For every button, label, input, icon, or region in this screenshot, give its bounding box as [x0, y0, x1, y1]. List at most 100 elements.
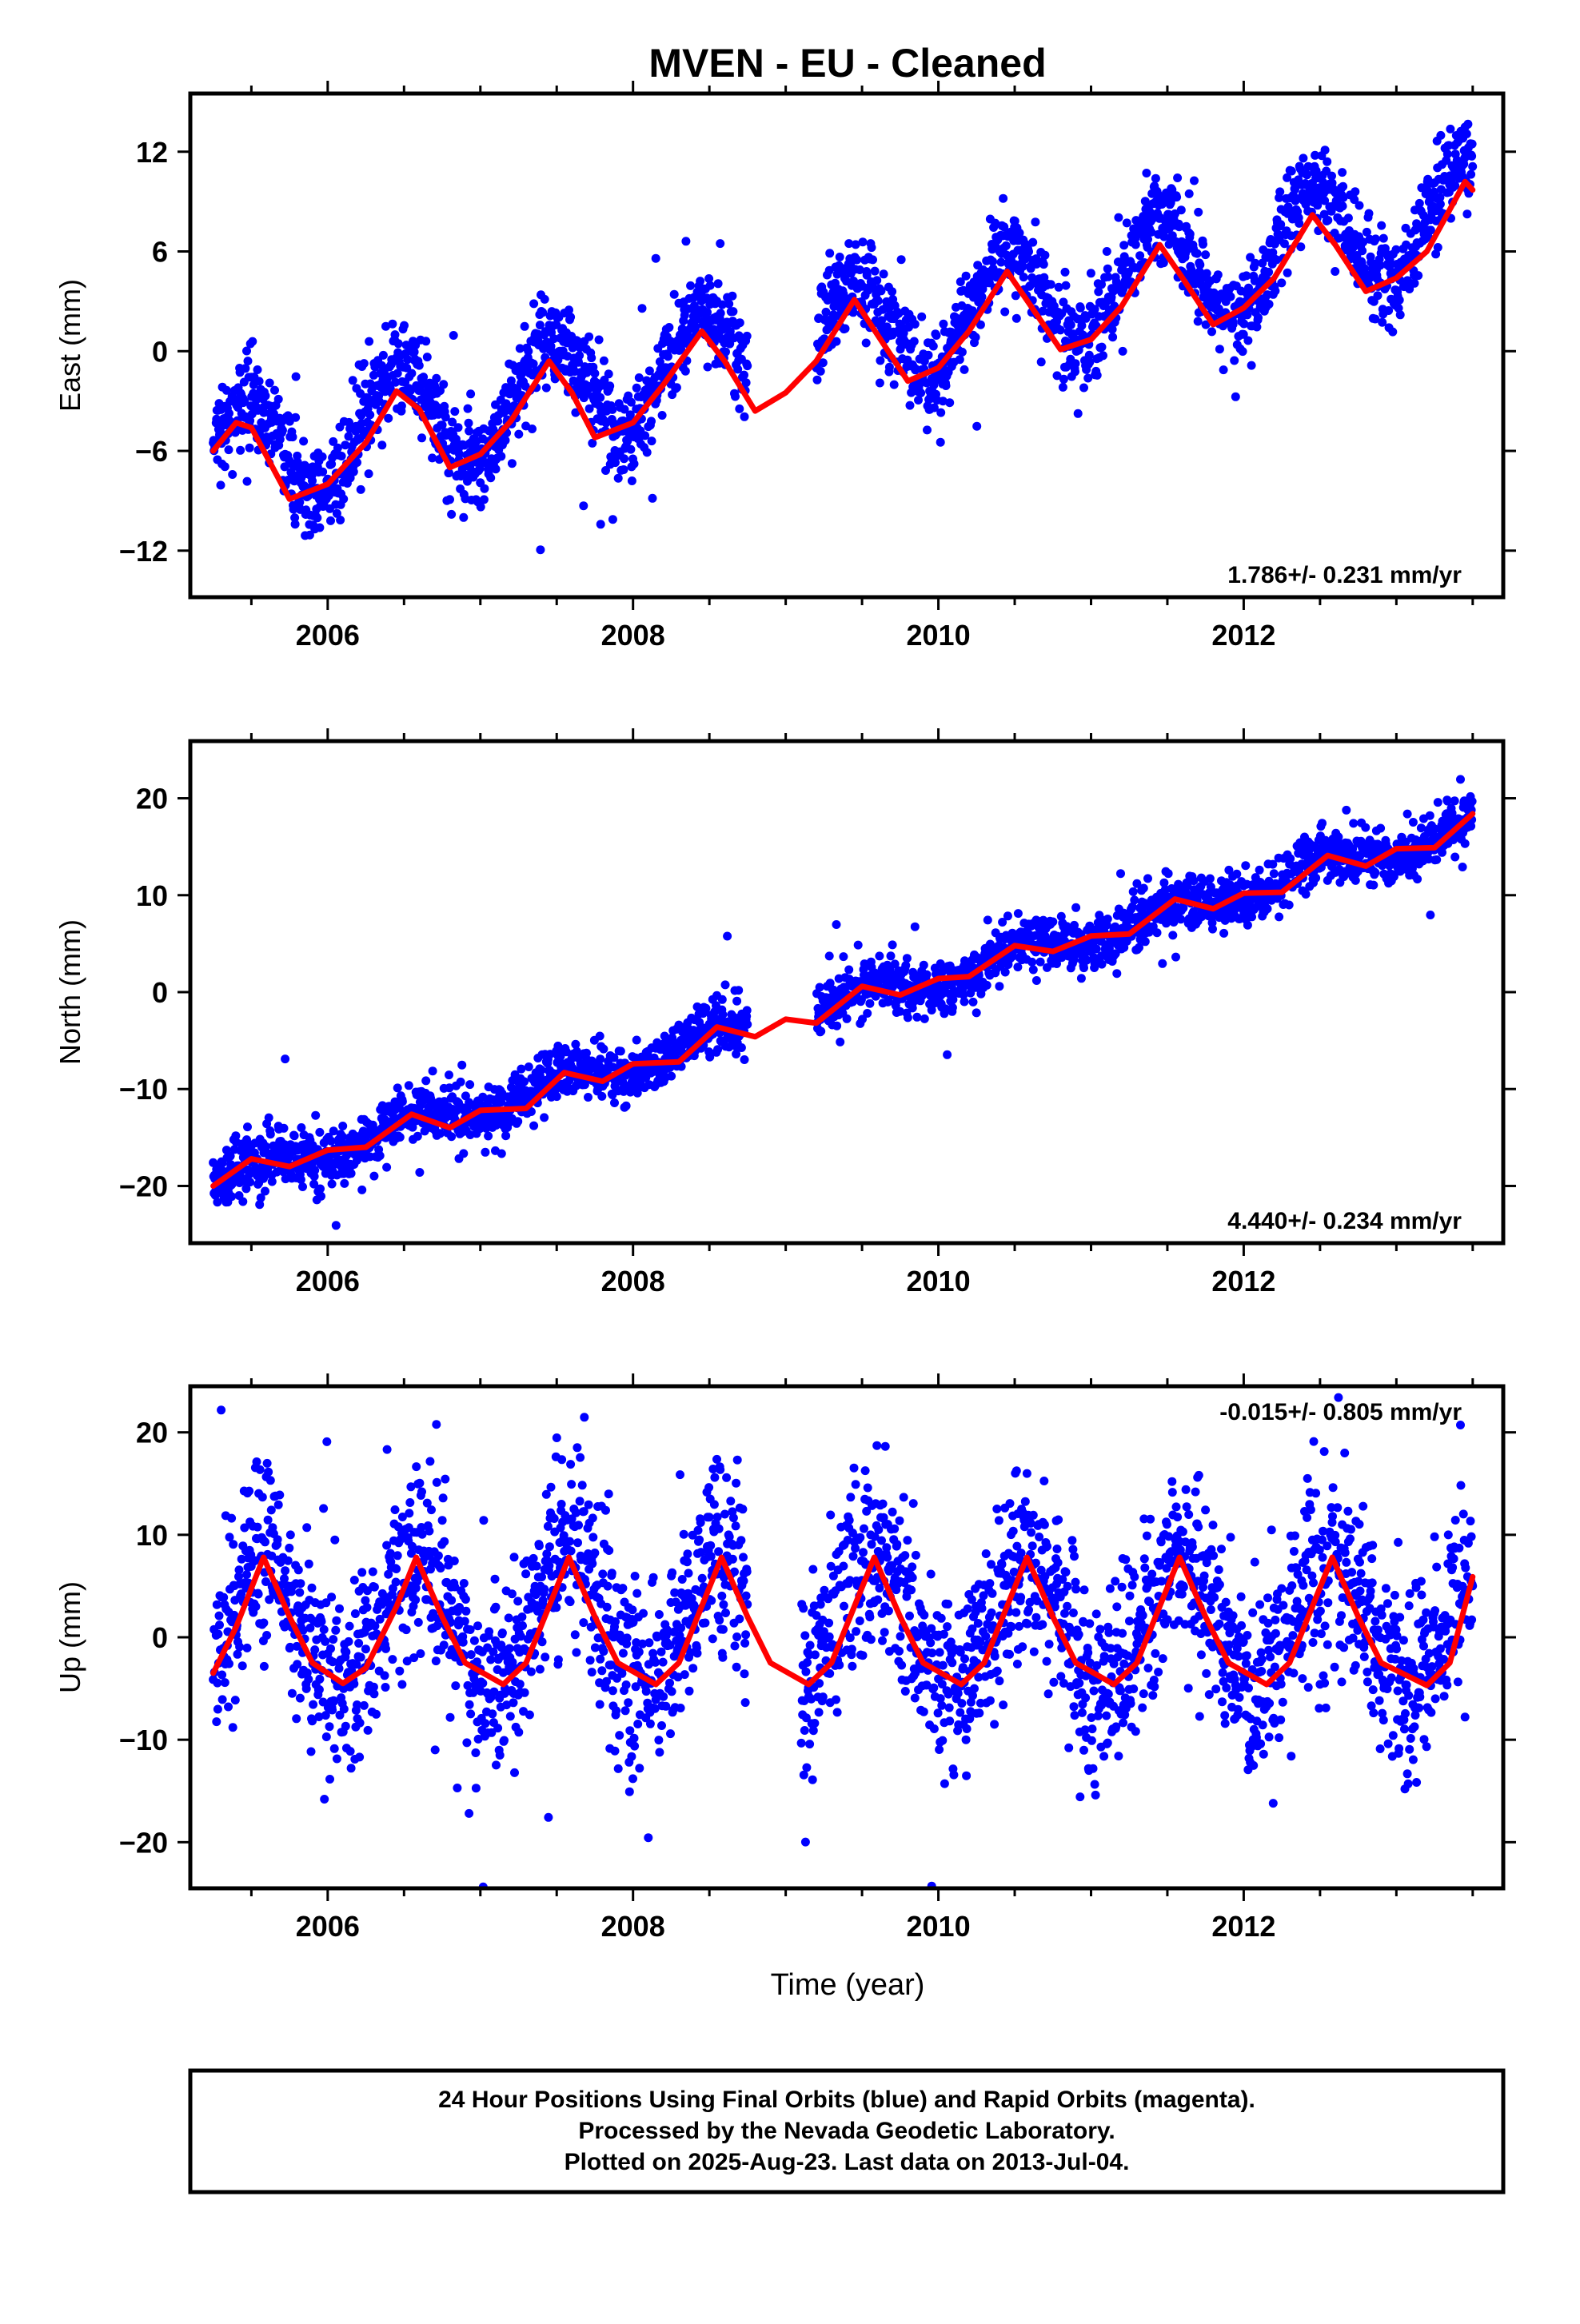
data-point: [1119, 347, 1127, 356]
data-point: [336, 516, 345, 524]
data-point: [365, 410, 374, 419]
data-point: [455, 450, 464, 459]
data-point: [265, 1114, 273, 1122]
data-point: [1299, 153, 1307, 162]
data-point: [308, 476, 317, 485]
data-point: [1012, 314, 1021, 323]
data-point: [480, 484, 489, 493]
data-point: [1103, 265, 1112, 273]
data-point: [290, 1131, 299, 1140]
data-point: [396, 1133, 405, 1142]
x-tick-label: 2010: [907, 619, 971, 652]
data-point: [1396, 310, 1405, 319]
data-point: [584, 1093, 592, 1102]
data-point: [484, 1132, 493, 1141]
data-point: [972, 333, 980, 341]
data-point: [972, 422, 981, 431]
data-point: [280, 1124, 289, 1133]
data-point: [704, 363, 712, 372]
data-point: [328, 1180, 337, 1189]
data-point: [664, 352, 672, 361]
data-point: [382, 1163, 391, 1172]
data-point: [1172, 193, 1181, 201]
data-point: [596, 520, 605, 528]
data-point: [596, 1032, 604, 1041]
data-point: [1158, 959, 1167, 968]
data-point: [1153, 928, 1162, 937]
data-point: [339, 495, 348, 504]
data-point: [1414, 271, 1422, 280]
data-point: [585, 333, 593, 341]
data-point: [1031, 217, 1039, 226]
data-point: [596, 1054, 604, 1063]
data-point: [248, 337, 257, 346]
data-point: [459, 1149, 468, 1158]
data-point: [718, 995, 727, 1004]
data-point: [1108, 333, 1117, 341]
data-point: [868, 243, 876, 252]
data-point: [261, 392, 270, 401]
data-point: [521, 322, 529, 331]
data-point: [599, 1045, 608, 1054]
data-point: [863, 1009, 872, 1018]
data-point: [501, 436, 510, 444]
data-point: [740, 413, 749, 421]
y-tick-label: 0: [152, 335, 168, 368]
data-point: [274, 395, 283, 404]
data-point: [888, 940, 897, 949]
data-point: [1143, 874, 1152, 883]
data-point: [874, 297, 883, 305]
data-point: [936, 409, 945, 417]
data-point: [743, 1006, 752, 1015]
data-point: [465, 419, 473, 428]
data-point: [357, 1186, 366, 1194]
data-point: [318, 468, 327, 476]
data-point: [832, 1022, 841, 1030]
data-point: [854, 941, 863, 950]
data-point: [999, 194, 1007, 203]
data-point: [1071, 367, 1079, 376]
data-point: [291, 520, 300, 528]
data-point: [1195, 261, 1204, 269]
data-point: [413, 1132, 422, 1141]
data-point: [1232, 870, 1241, 879]
data-point: [1311, 874, 1320, 883]
data-point: [1229, 320, 1238, 329]
data-point: [311, 1111, 320, 1120]
data-point: [217, 480, 225, 489]
data-point: [832, 920, 841, 929]
data-point: [1201, 250, 1210, 259]
data-point: [1227, 293, 1235, 301]
data-point: [338, 1122, 347, 1130]
data-point: [911, 320, 920, 329]
data-point: [1374, 291, 1382, 300]
data-point: [608, 515, 617, 524]
data-point: [1254, 313, 1263, 322]
data-point: [1014, 909, 1023, 918]
data-point: [1355, 201, 1364, 210]
data-point: [1377, 221, 1386, 230]
data-point: [243, 477, 252, 486]
data-point: [1185, 189, 1194, 198]
data-point: [1466, 170, 1475, 179]
data-point: [1208, 925, 1217, 934]
data-point: [1287, 167, 1296, 176]
data-point: [658, 411, 667, 420]
data-point: [536, 545, 545, 554]
data-point: [1270, 869, 1279, 878]
data-point: [238, 1198, 247, 1206]
data-point: [407, 369, 416, 378]
data-point: [728, 307, 737, 316]
data-point: [466, 389, 475, 398]
data-point: [579, 501, 588, 510]
data-point: [1371, 868, 1379, 877]
data-point: [822, 308, 831, 317]
data-point: [620, 454, 628, 463]
data-point: [1214, 270, 1223, 279]
data-point: [1463, 120, 1472, 129]
data-point: [332, 1221, 341, 1230]
data-point: [450, 407, 459, 416]
data-point: [1116, 869, 1125, 878]
data-point: [1247, 361, 1256, 370]
data-point: [1027, 958, 1036, 967]
